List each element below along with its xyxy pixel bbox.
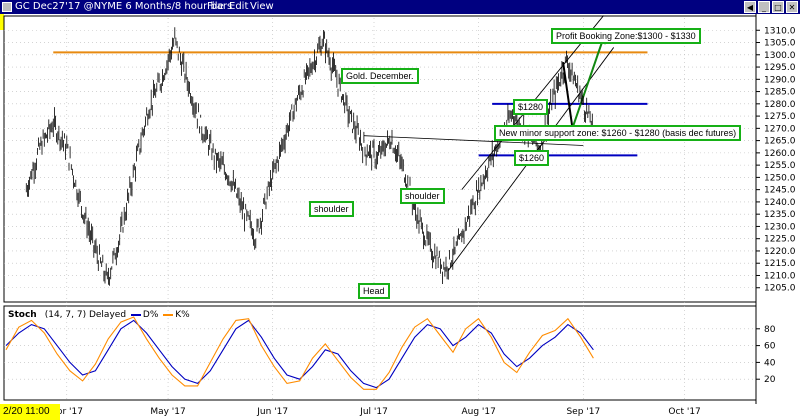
level-line-neckline (363, 135, 584, 146)
stoch-panel-frame (3, 305, 757, 401)
overlays (53, 15, 648, 271)
stoch-params: (14, 7, 7) (44, 310, 87, 320)
annotation-1280: $1280 (513, 99, 549, 115)
price-tick-label: 1310.0 (764, 26, 796, 36)
k-series-name: K% (175, 310, 190, 320)
grid (3, 14, 800, 420)
time-tick-label: May '17 (150, 407, 185, 417)
maximize-button[interactable]: □ (772, 1, 784, 13)
time-tick-label: Oct '17 (668, 407, 700, 417)
annotation-support-zone: New minor support zone: $1260 - $1280 (b… (494, 125, 742, 141)
price-tick-label: 1230.0 (764, 222, 796, 232)
d-line-swatch (130, 313, 141, 316)
price-tick-label: 1210.0 (764, 271, 796, 281)
d-series-name: D% (142, 310, 159, 320)
stoch-mode: Delayed (88, 310, 127, 320)
price-tick-label: 1290.0 (764, 75, 796, 85)
time-tick-label: Jul '17 (359, 407, 388, 417)
price-tick-label: 1225.0 (764, 235, 796, 245)
price-tick-label: 1300.0 (764, 51, 796, 61)
menu-file[interactable]: File (207, 1, 224, 12)
time-tick-label: Jun '17 (256, 407, 288, 417)
minimize-button[interactable]: _ (758, 1, 770, 13)
window-title: GC Dec27'17 @NYME 6 Months/8 hour bars (15, 1, 233, 12)
stoch-axis: 20 40 60 80 (756, 325, 776, 385)
k-line-swatch (163, 313, 174, 316)
time-tick-label: Apr '17 (51, 407, 83, 417)
price-tick-label: 1235.0 (764, 210, 796, 220)
price-tick-label: 1240.0 (764, 198, 796, 208)
app-icon[interactable] (2, 2, 12, 12)
annotation-right-shoulder: shoulder (400, 188, 445, 204)
stoch-line-d (5, 319, 594, 389)
price-tick-label: 1250.0 (764, 173, 796, 183)
series (5, 27, 594, 390)
price-panel-frame (3, 15, 757, 303)
title-bar: GC Dec27'17 @NYME 6 Months/8 hour bars F… (0, 0, 800, 14)
price-bars (25, 27, 593, 286)
trend-arrow (562, 61, 577, 136)
close-button[interactable]: ✕ (786, 1, 798, 13)
stoch-tick-label: 20 (764, 375, 776, 385)
annotation-gold-december: Gold. December. (341, 68, 419, 84)
time-axis: Apr '17 May '17 Jun '17 Jul '17 Aug '17 Sep '… (51, 407, 701, 417)
menu-edit[interactable]: Edit (229, 1, 249, 12)
price-tick-label: 1285.0 (764, 88, 796, 98)
axis-background (756, 14, 800, 420)
menu-view[interactable]: View (250, 1, 274, 12)
stoch-tick-label: 60 (764, 342, 776, 352)
price-tick-label: 1270.0 (764, 124, 796, 134)
price-axis: 1205.0 1210.0 1215.0 1220.0 1225.0 1230.0 1235… (756, 26, 796, 294)
price-tick-label: 1245.0 (764, 186, 796, 196)
settings-button[interactable]: ◀ (744, 1, 756, 13)
price-tick-label: 1260.0 (764, 149, 796, 159)
trend-arrow (572, 35, 606, 127)
price-tick-label: 1295.0 (764, 63, 796, 73)
annotation-profit-zone: Profit Booking Zone:$1300 - $1330 (551, 28, 701, 44)
price-tick-label: 1265.0 (764, 137, 796, 147)
price-tick-label: 1255.0 (764, 161, 796, 171)
annotation-1260: $1260 (514, 150, 550, 166)
price-tick-label: 1280.0 (764, 100, 796, 110)
cursor-date-label: 2/20 11:00 (0, 404, 60, 420)
price-tick-label: 1205.0 (764, 284, 796, 294)
stoch-line-k (5, 316, 594, 390)
price-tick-label: 1275.0 (764, 112, 796, 122)
price-tick-label: 1215.0 (764, 259, 796, 269)
stoch-tick-label: 80 (764, 325, 776, 335)
left-edge-marker (0, 14, 4, 30)
stoch-tick-label: 40 (764, 358, 776, 368)
time-tick-label: Sep '17 (566, 407, 600, 417)
price-tick-label: 1220.0 (764, 247, 796, 257)
price-tick-label: 1305.0 (764, 39, 796, 49)
time-tick-label: Aug '17 (461, 407, 495, 417)
stoch-label: Stoch (8, 310, 37, 320)
annotation-head: Head (358, 283, 390, 299)
stoch-legend: Stoch (14, 7, 7) Delayed D% K% (8, 310, 190, 320)
annotation-left-shoulder: shoulder (309, 201, 354, 217)
